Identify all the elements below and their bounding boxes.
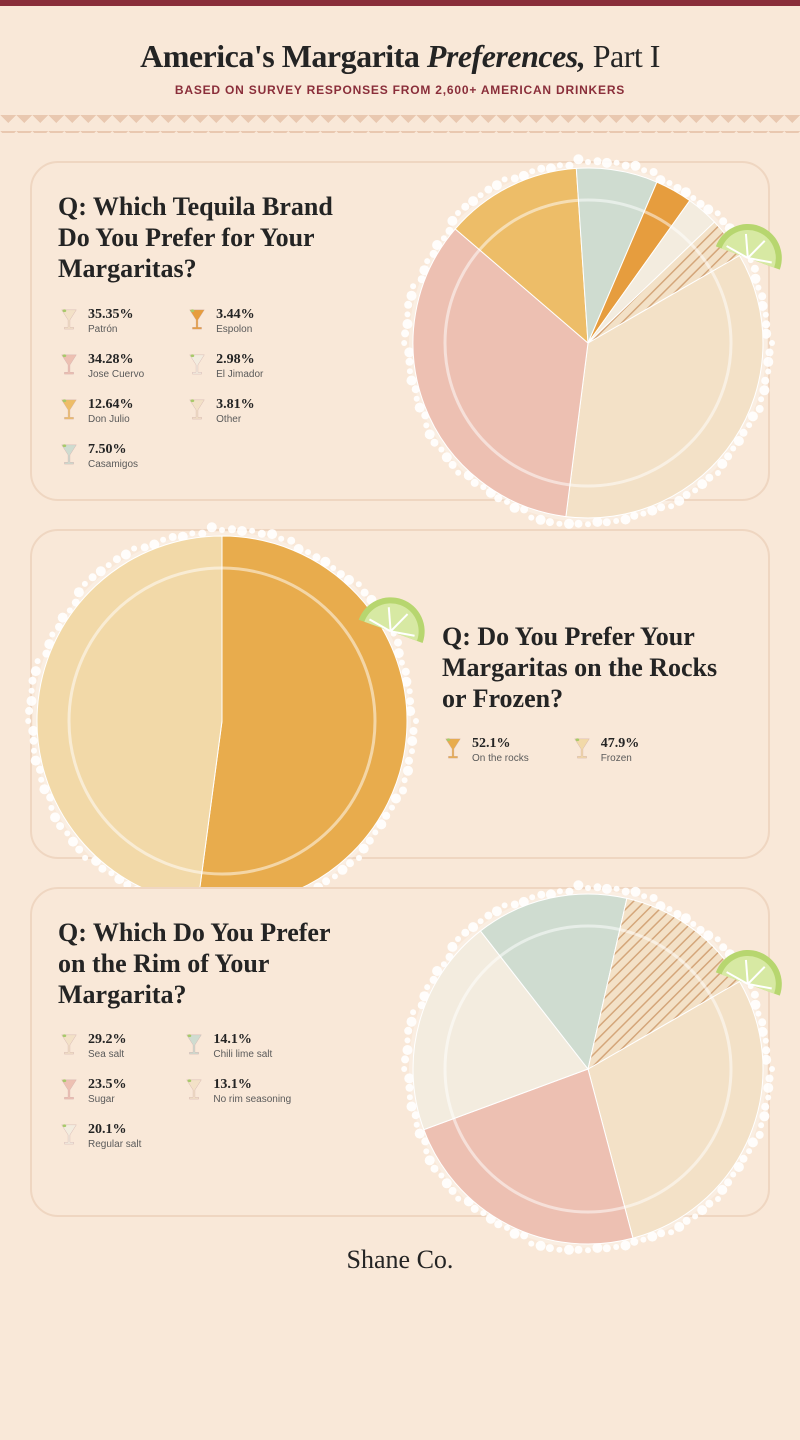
margarita-glass-icon bbox=[186, 397, 208, 426]
legend-item: 12.64% Don Julio bbox=[58, 397, 144, 426]
legend-label: Don Julio bbox=[88, 414, 134, 425]
legend-pct: 35.35% bbox=[88, 308, 134, 322]
legend-pct: 47.9% bbox=[601, 737, 640, 751]
title-seg-1: America's Margarita bbox=[140, 38, 427, 74]
legend-item: 3.44% Espolon bbox=[186, 307, 263, 336]
infographic-page: America's Margarita Preferences, Part I … bbox=[0, 0, 800, 1440]
legend-item: 3.81% Other bbox=[186, 397, 263, 426]
legend-label: El Jimador bbox=[216, 369, 263, 380]
legend-item: 14.1% Chili lime salt bbox=[183, 1032, 291, 1061]
margarita-glass-icon bbox=[58, 352, 80, 381]
margarita-glass-icon bbox=[186, 307, 208, 336]
legend-pct: 3.44% bbox=[216, 308, 255, 322]
legend-label: Espolon bbox=[216, 324, 255, 335]
margarita-glass-icon bbox=[58, 442, 80, 471]
legend-label: Frozen bbox=[601, 753, 640, 764]
margarita-glass-icon bbox=[442, 736, 464, 765]
legend-label: Other bbox=[216, 414, 255, 425]
pie-chart-q3 bbox=[368, 849, 800, 1294]
margarita-glass-icon bbox=[58, 307, 80, 336]
margarita-glass-icon bbox=[183, 1077, 205, 1106]
title-seg-2: Part I bbox=[585, 38, 660, 74]
legend-item: 13.1% No rim seasoning bbox=[183, 1077, 291, 1106]
legend-pct: 7.50% bbox=[88, 443, 138, 457]
legend-label: Regular salt bbox=[88, 1139, 141, 1150]
legend-pct: 12.64% bbox=[88, 398, 134, 412]
legend-item: 7.50% Casamigos bbox=[58, 442, 144, 471]
legend-item: 35.35% Patrón bbox=[58, 307, 144, 336]
page-subtitle: BASED ON SURVEY RESPONSES FROM 2,600+ AM… bbox=[20, 83, 780, 97]
legend-label: No rim seasoning bbox=[213, 1094, 291, 1105]
panel-rim: Q: Which Do You Prefer on the Rim of You… bbox=[30, 887, 770, 1217]
question-block: Q: Do You Prefer Your Margaritas on the … bbox=[442, 621, 742, 766]
legend-item: 47.9% Frozen bbox=[571, 736, 640, 765]
legend-pct: 13.1% bbox=[213, 1078, 291, 1092]
legend-item: 2.98% El Jimador bbox=[186, 352, 263, 381]
margarita-glass-icon bbox=[58, 397, 80, 426]
title-seg-italic: Preferences, bbox=[427, 38, 585, 74]
legend-label: Casamigos bbox=[88, 459, 138, 470]
margarita-glass-icon bbox=[58, 1032, 80, 1061]
legend-item: 29.2% Sea salt bbox=[58, 1032, 141, 1061]
legend-q2: 52.1% On the rocks 47.9% Frozen bbox=[442, 736, 742, 765]
legend-item: 23.5% Sugar bbox=[58, 1077, 141, 1106]
question-text: Q: Which Do You Prefer on the Rim of You… bbox=[58, 917, 358, 1011]
margarita-glass-icon bbox=[58, 1122, 80, 1151]
page-title: America's Margarita Preferences, Part I bbox=[20, 38, 780, 75]
panel-tequila-brand: Q: Which Tequila Brand Do You Prefer for… bbox=[30, 161, 770, 501]
panel-rocks-frozen: Q: Do You Prefer Your Margaritas on the … bbox=[30, 529, 770, 859]
header: America's Margarita Preferences, Part I … bbox=[0, 6, 800, 115]
legend-pct: 23.5% bbox=[88, 1078, 127, 1092]
legend-pct: 29.2% bbox=[88, 1033, 127, 1047]
margarita-glass-icon bbox=[186, 352, 208, 381]
legend-pct: 14.1% bbox=[213, 1033, 272, 1047]
question-text: Q: Do You Prefer Your Margaritas on the … bbox=[442, 621, 742, 715]
margarita-glass-icon bbox=[58, 1077, 80, 1106]
margarita-glass-icon bbox=[571, 736, 593, 765]
legend-item: 20.1% Regular salt bbox=[58, 1122, 141, 1151]
legend-pct: 2.98% bbox=[216, 353, 263, 367]
legend-label: Sugar bbox=[88, 1094, 127, 1105]
legend-pct: 52.1% bbox=[472, 737, 529, 751]
legend-item: 34.28% Jose Cuervo bbox=[58, 352, 144, 381]
legend-pct: 3.81% bbox=[216, 398, 255, 412]
legend-pct: 20.1% bbox=[88, 1123, 141, 1137]
legend-pct: 34.28% bbox=[88, 353, 144, 367]
legend-item: 52.1% On the rocks bbox=[442, 736, 529, 765]
legend-label: Sea salt bbox=[88, 1049, 127, 1060]
question-text: Q: Which Tequila Brand Do You Prefer for… bbox=[58, 191, 358, 285]
margarita-glass-icon bbox=[183, 1032, 205, 1061]
legend-label: Jose Cuervo bbox=[88, 369, 144, 380]
legend-label: On the rocks bbox=[472, 753, 529, 764]
legend-label: Chili lime salt bbox=[213, 1049, 272, 1060]
legend-label: Patrón bbox=[88, 324, 134, 335]
